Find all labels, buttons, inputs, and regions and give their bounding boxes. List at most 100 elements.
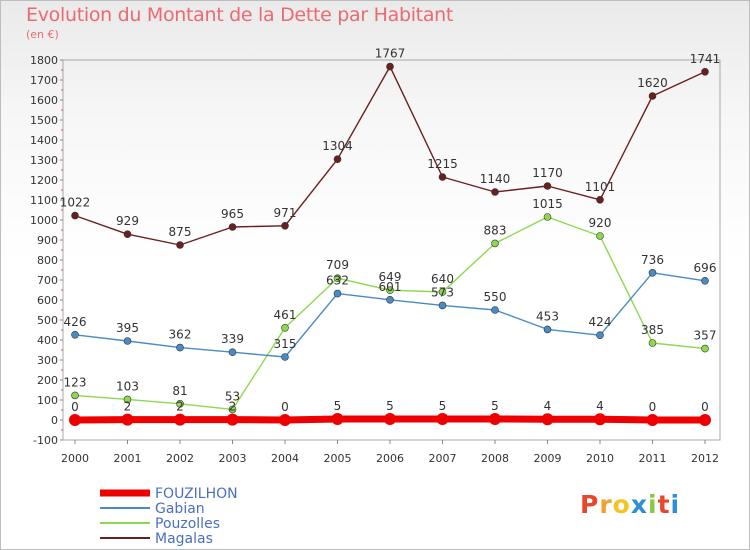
data-point-pouzolles <box>71 391 79 400</box>
data-point-gabian <box>543 325 552 334</box>
proxiti-logo: Proxiti <box>580 490 680 519</box>
data-label-magalas: 1170 <box>532 166 563 180</box>
y-tick-label: 100 <box>37 394 58 407</box>
data-point-pouzolles <box>596 232 604 240</box>
data-point-pouzolles <box>228 405 237 414</box>
data-label-magalas: 875 <box>169 225 192 239</box>
data-point-pouzolles <box>123 395 132 404</box>
data-point-magalas <box>491 188 499 196</box>
data-label-fouzilhon: 2 <box>176 400 184 414</box>
data-point-magalas <box>333 155 342 163</box>
data-label-fouzilhon: 0 <box>281 400 289 414</box>
data-label-gabian: 736 <box>641 253 664 267</box>
y-tick-label: 1200 <box>30 174 58 187</box>
data-label-gabian: 550 <box>484 290 507 304</box>
logo-letter: i <box>670 490 681 519</box>
data-point-pouzolles <box>648 339 657 347</box>
x-tick-label: 2007 <box>429 452 457 465</box>
logo-letter: o <box>612 490 631 519</box>
data-label-magalas: 1022 <box>60 196 91 210</box>
data-label-pouzolles: 461 <box>274 308 297 322</box>
data-point-magalas <box>71 211 79 220</box>
y-tick-label: 1400 <box>30 134 58 147</box>
data-label-fouzilhon: 4 <box>544 399 552 413</box>
data-label-magalas: 965 <box>221 207 244 221</box>
data-point-fouzilhon <box>384 413 396 425</box>
data-label-pouzolles: 709 <box>326 258 349 272</box>
x-tick-label: 2009 <box>534 452 562 465</box>
data-label-magalas: 1767 <box>375 47 406 61</box>
data-point-fouzilhon <box>279 414 291 426</box>
data-point-gabian <box>176 343 184 352</box>
data-label-pouzolles: 640 <box>431 272 454 286</box>
data-point-gabian <box>281 353 289 361</box>
data-point-magalas <box>123 230 132 238</box>
x-tick-label: 2008 <box>481 452 509 465</box>
logo-letter: i <box>648 490 658 519</box>
data-point-fouzilhon <box>541 413 554 426</box>
data-point-gabian <box>71 330 79 339</box>
data-label-pouzolles: 883 <box>484 223 507 237</box>
logo-letter: t <box>657 490 671 519</box>
data-point-pouzolles <box>281 323 289 332</box>
y-tick-label: 500 <box>37 314 58 327</box>
legend-label-fouzilhon: FOUZILHON <box>155 486 238 502</box>
data-label-fouzilhon: 4 <box>596 399 604 413</box>
data-point-fouzilhon <box>121 413 134 426</box>
data-point-magalas <box>596 196 604 204</box>
logo-letter: r <box>599 490 613 519</box>
x-tick-label: 2000 <box>61 452 89 465</box>
x-tick-label: 2004 <box>271 452 299 465</box>
data-point-gabian <box>333 289 342 298</box>
data-label-pouzolles: 1015 <box>532 197 563 211</box>
data-point-magalas <box>543 182 552 190</box>
data-label-magalas: 1741 <box>690 52 721 66</box>
data-point-pouzolles <box>386 286 394 295</box>
data-label-fouzilhon: 0 <box>649 400 657 414</box>
y-tick-label: 800 <box>37 254 58 267</box>
x-tick-label: 2003 <box>219 452 247 465</box>
data-label-pouzolles: 649 <box>379 270 402 284</box>
data-label-fouzilhon: 5 <box>386 399 394 413</box>
y-tick-label: 400 <box>37 334 58 347</box>
data-point-magalas <box>648 92 657 100</box>
x-tick-label: 2006 <box>376 452 404 465</box>
data-point-gabian <box>386 295 394 304</box>
data-point-pouzolles <box>491 239 499 248</box>
data-label-fouzilhon: 5 <box>439 399 447 413</box>
data-point-gabian <box>701 276 709 285</box>
data-point-magalas <box>228 223 237 231</box>
data-label-fouzilhon: 0 <box>71 400 79 414</box>
data-point-pouzolles <box>438 288 447 296</box>
data-point-gabian <box>596 331 604 340</box>
data-label-gabian: 453 <box>536 309 559 323</box>
data-point-magalas <box>176 241 184 249</box>
y-tick-label: 1700 <box>30 74 58 87</box>
data-label-pouzolles: 920 <box>589 216 612 230</box>
data-point-fouzilhon <box>699 414 711 426</box>
data-label-gabian: 696 <box>694 261 717 275</box>
logo-letter: x <box>630 490 648 519</box>
x-tick-label: 2012 <box>691 452 719 465</box>
data-point-gabian <box>648 268 657 277</box>
data-point-fouzilhon <box>331 413 344 425</box>
data-point-pouzolles <box>543 213 552 221</box>
data-point-magalas <box>438 173 447 181</box>
data-point-magalas <box>386 62 394 71</box>
y-tick-label: 600 <box>37 294 58 307</box>
data-label-pouzolles: 53 <box>225 389 240 403</box>
data-label-fouzilhon: 0 <box>701 400 709 414</box>
data-label-magalas: 1101 <box>585 180 616 194</box>
data-label-gabian: 424 <box>589 315 612 329</box>
data-label-gabian: 315 <box>274 337 297 351</box>
data-label-magalas: 929 <box>116 214 139 228</box>
data-label-gabian: 362 <box>169 328 192 342</box>
legend-label-gabian: Gabian <box>155 501 205 517</box>
series-line-pouzolles <box>74 216 706 411</box>
data-label-magalas: 1304 <box>322 139 353 153</box>
data-label-pouzolles: 357 <box>694 329 717 343</box>
data-label-magalas: 971 <box>274 206 297 220</box>
y-tick-label: 900 <box>37 234 58 247</box>
y-tick-label: 1300 <box>30 154 58 167</box>
data-point-gabian <box>123 337 132 345</box>
